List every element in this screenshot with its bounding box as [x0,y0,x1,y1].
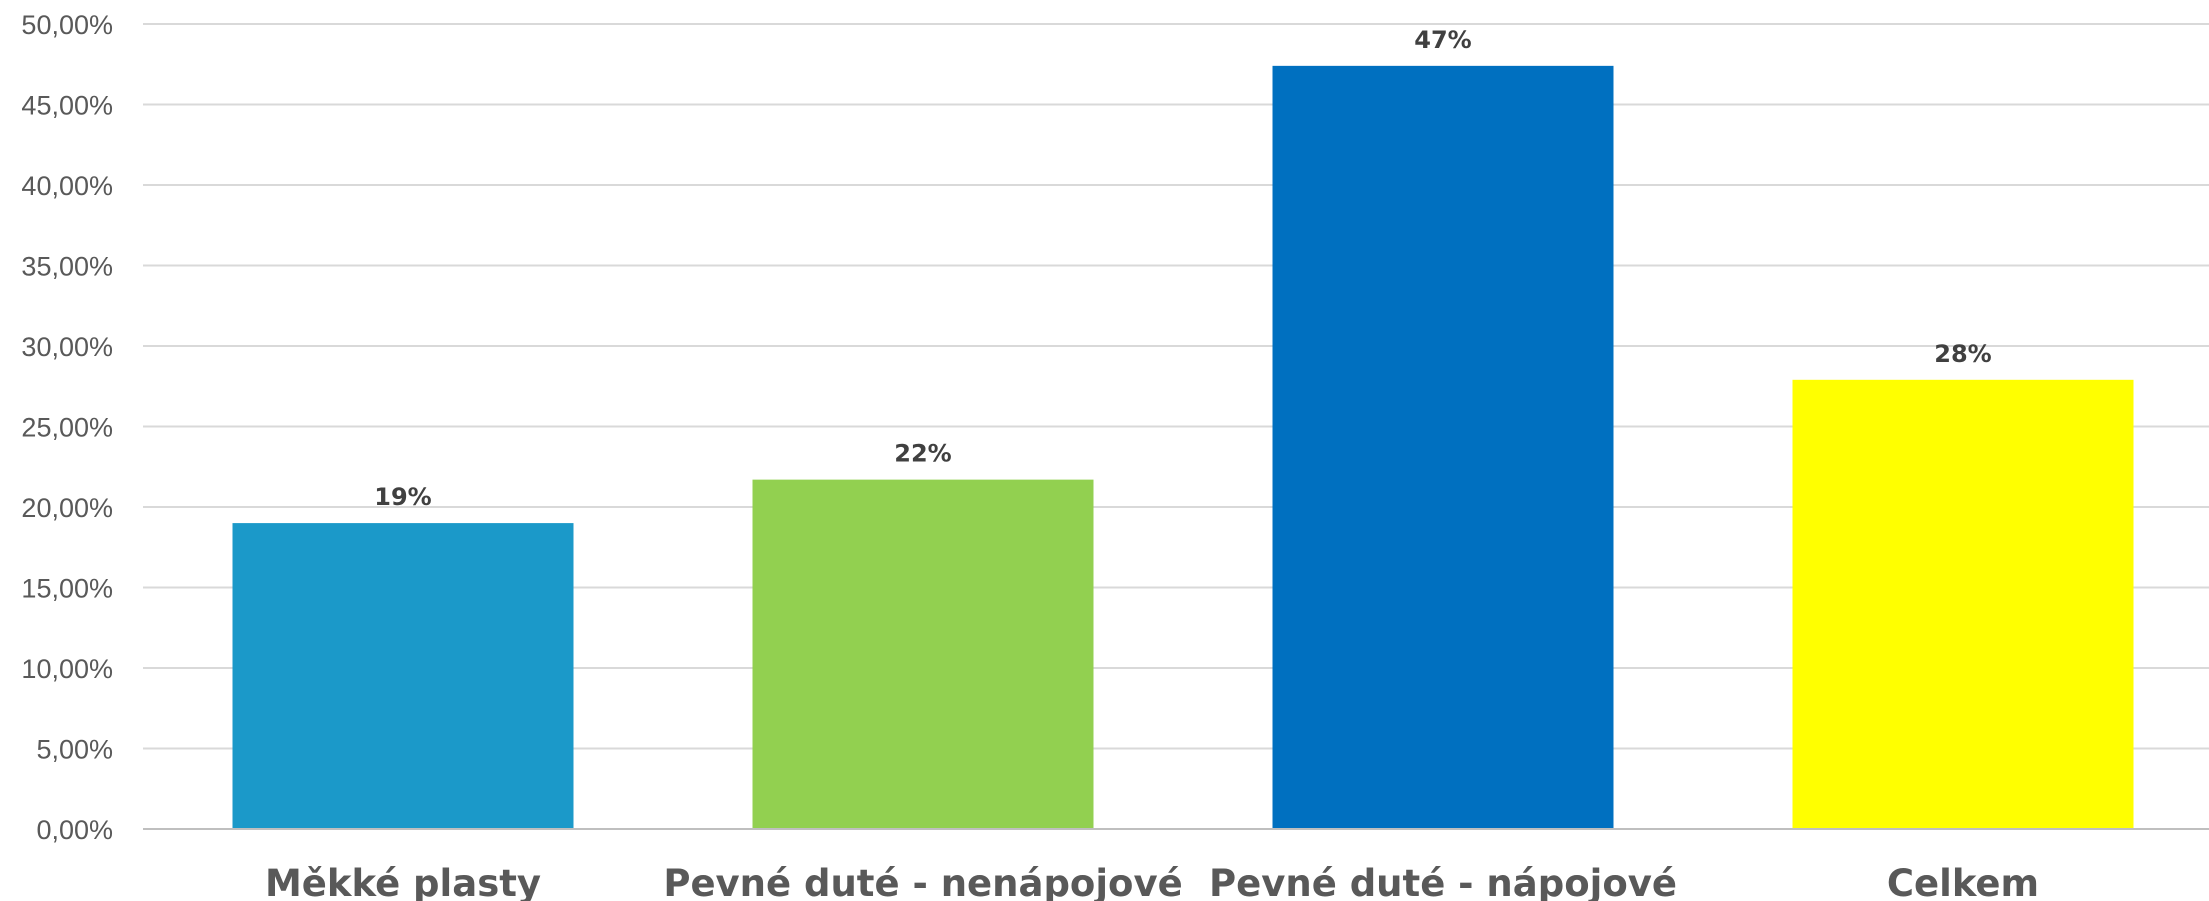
y-tick-label: 5,00% [36,735,113,765]
y-tick-label: 25,00% [21,413,113,443]
data-labels: 19% 22% 47% 28% [374,26,1991,511]
x-tick-label: Pevné duté - nápojové [1209,862,1677,901]
y-tick-label: 15,00% [21,574,113,604]
bar [1792,379,2134,829]
y-tick-label: 0,00% [36,815,113,845]
x-tick-label: Měkké plasty [265,862,541,901]
x-tick-label: Celkem [1887,862,2039,901]
data-label: 28% [1934,340,1991,368]
x-tick-label: Pevné duté - nenápojové [663,862,1182,901]
y-tick-label: 30,00% [21,332,113,362]
bars [232,65,2134,830]
data-label: 19% [374,483,431,511]
y-tick-label: 40,00% [21,171,113,201]
bar [232,523,574,829]
bar [752,479,1094,829]
data-label: 22% [894,440,951,468]
y-tick-label: 45,00% [21,91,113,121]
y-tick-label: 35,00% [21,252,113,282]
data-label: 47% [1414,26,1471,54]
bar [1272,65,1614,830]
y-axis-tick-labels: 0,00% 5,00% 10,00% 15,00% 20,00% 25,00% 30,00%… [21,10,113,845]
y-tick-label: 20,00% [21,493,113,523]
x-axis-tick-labels: Měkké plasty Pevné duté - nenápojové Pevné… [265,862,2039,901]
y-tick-label: 50,00% [21,10,113,40]
y-tick-label: 10,00% [21,654,113,684]
